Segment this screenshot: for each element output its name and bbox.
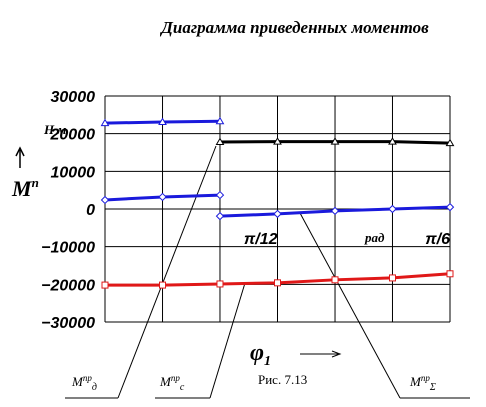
annotation: MпрΣ [409,373,436,393]
y-tick-label: −20000 [41,277,95,294]
y-label: Mп [11,175,39,201]
y-tick-label: 30000 [51,89,96,106]
point [100,195,110,205]
point [445,138,455,147]
pointer [117,145,217,399]
x-arrow-head [331,350,342,358]
y-tick-label: 0 [86,202,95,219]
pointer [209,282,246,399]
x-units: рад [364,230,385,245]
annotation-sub: д [92,382,97,393]
pointer-lines [65,145,470,399]
point [388,274,396,282]
point [216,280,224,288]
annotation-sub: с [180,382,185,393]
pointer [299,212,401,399]
point [445,202,455,212]
annotation-sub: Σ [429,382,436,393]
annotation-sup: пр [83,373,93,383]
point [446,270,454,278]
point [330,206,340,216]
y-tick-label: 20000 [50,127,96,144]
y-label-sup: п [32,175,39,190]
point [101,281,109,289]
y-tick-label: −30000 [41,315,95,332]
point [215,211,225,221]
annotation: Mпрд [71,373,97,393]
annotation-main: M [71,374,84,389]
x-label: φ1 [250,340,271,369]
point [215,137,225,145]
annotation-main: M [159,374,172,389]
point [274,279,281,287]
annotation: Mпрс [159,373,185,393]
point [388,204,397,214]
point [215,116,225,125]
x-tick-label: π/6 [425,231,450,248]
annotation-sup: пр [171,373,181,383]
y-label-main: M [11,176,33,201]
annotation-sup: пр [421,373,431,383]
point [273,209,282,219]
caption: Рис. 7.13 [258,372,307,387]
point [331,276,339,284]
point [388,137,397,145]
x-tick-label: π/12 [244,231,278,248]
y-tick-label: −10000 [41,240,95,257]
y-units: Н м [43,122,66,137]
point [330,137,340,145]
point [158,117,167,125]
point [100,118,110,127]
point [215,190,225,200]
x-label-main: φ [250,340,264,366]
chart-title: Диаграмма приведенных моментов [159,18,429,37]
point [158,192,167,202]
y-arrow-head [15,146,25,157]
point [273,137,282,145]
x-label-sub: 1 [264,354,271,369]
annotation-main: M [409,374,422,389]
point [159,281,167,289]
y-tick-label: 10000 [51,164,96,181]
